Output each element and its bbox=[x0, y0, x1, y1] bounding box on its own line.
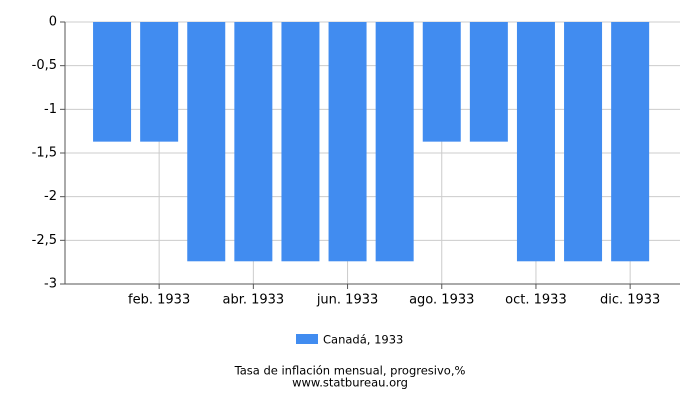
bar bbox=[187, 22, 226, 262]
bar bbox=[516, 22, 555, 262]
y-tick-label: -1,5 bbox=[32, 146, 57, 161]
bar bbox=[422, 22, 461, 142]
chart-subtitle: www.statbureau.org bbox=[292, 376, 408, 390]
bar bbox=[328, 22, 367, 262]
y-tick-label: -2 bbox=[44, 189, 57, 204]
x-tick-label: oct. 1933 bbox=[505, 293, 567, 308]
bar bbox=[375, 22, 414, 262]
bar bbox=[611, 22, 650, 262]
bar bbox=[93, 22, 132, 142]
y-tick-label: -2,5 bbox=[32, 233, 57, 248]
y-tick-label: -3 bbox=[44, 277, 57, 292]
y-tick-label: -1 bbox=[44, 102, 57, 117]
x-tick-label: feb. 1933 bbox=[128, 293, 190, 308]
bar bbox=[564, 22, 603, 262]
bar bbox=[469, 22, 508, 142]
x-tick-label: dic. 1933 bbox=[600, 293, 660, 308]
x-tick-label: jun. 1933 bbox=[316, 293, 378, 308]
legend-swatch bbox=[296, 334, 318, 344]
legend-label: Canadá, 1933 bbox=[323, 333, 403, 347]
chart-title: Tasa de inflación mensual, progresivo,% bbox=[234, 364, 466, 378]
y-tick-label: 0 bbox=[49, 15, 57, 30]
x-tick-label: abr. 1933 bbox=[222, 293, 284, 308]
y-tick-label: -0,5 bbox=[32, 58, 57, 73]
bar bbox=[140, 22, 179, 142]
bar bbox=[281, 22, 320, 262]
x-tick-label: ago. 1933 bbox=[409, 293, 474, 308]
bar bbox=[234, 22, 273, 262]
